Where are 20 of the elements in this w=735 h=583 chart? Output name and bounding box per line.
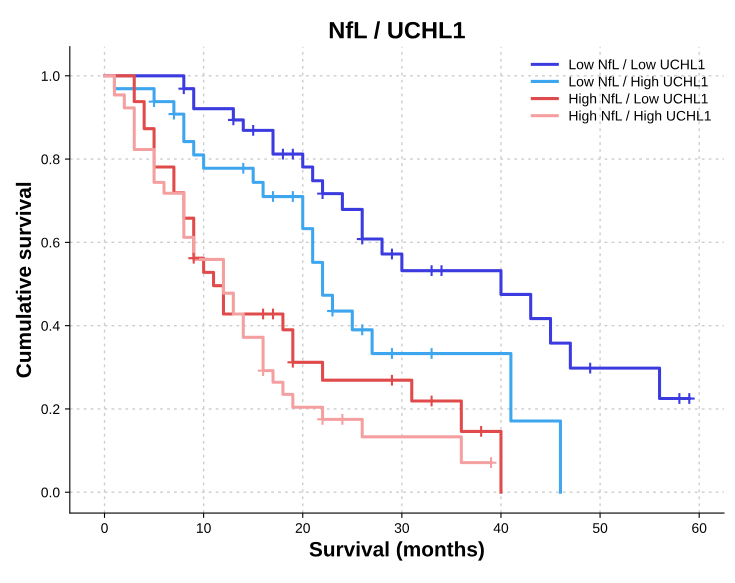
x-tick-label: 40 [494, 523, 508, 533]
y-tick-label: 0.2 [41, 404, 60, 414]
y-axis-title: Cumulative survival [16, 182, 32, 378]
legend-label: Low NfL / Low UCHL1 [570, 59, 705, 70]
x-axis-title: Survival (months) [310, 541, 484, 561]
chart-title: NfL / UCHL1 [330, 21, 465, 39]
x-tick-label: 60 [692, 523, 706, 533]
y-tick-label: 1.0 [42, 71, 60, 81]
y-tick-label: 0.4 [41, 320, 60, 331]
legend-label: High NfL / Low UCHL1 [570, 93, 708, 106]
x-tick-label: 30 [394, 523, 410, 533]
x-tick-label: 50 [592, 523, 608, 533]
y-tick-label: 0.0 [41, 488, 60, 498]
x-tick-label: 0 [101, 523, 108, 533]
legend-label: Low NfL / High UCHL1 [570, 76, 708, 90]
y-tick-label: 0.8 [41, 154, 60, 164]
x-tick-label: 10 [196, 523, 211, 533]
x-tick-label: 20 [296, 523, 310, 533]
legend-label: High NfL / High UCHL1 [570, 110, 711, 124]
y-tick-label: 0.6 [41, 238, 60, 248]
